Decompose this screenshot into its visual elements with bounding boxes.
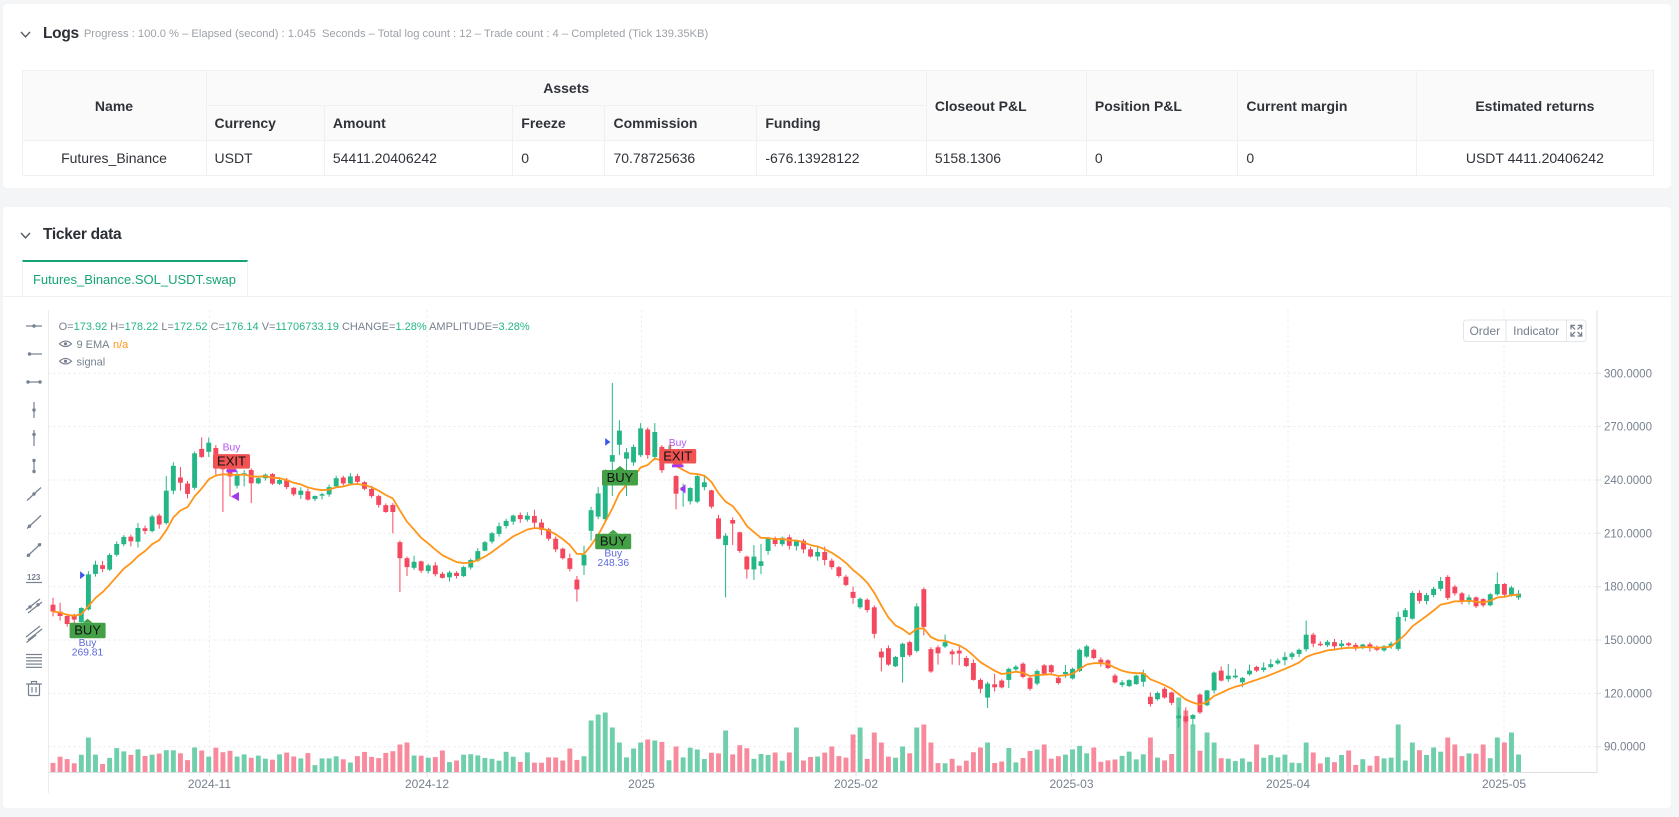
svg-text:2025: 2025 xyxy=(628,777,655,791)
svg-text:90.0000: 90.0000 xyxy=(1604,742,1646,754)
svg-text:180.0000: 180.0000 xyxy=(1604,582,1652,594)
svg-text:300.0000: 300.0000 xyxy=(1604,368,1652,380)
svg-text:270.0000: 270.0000 xyxy=(1604,422,1652,434)
svg-text:240.0000: 240.0000 xyxy=(1604,475,1652,487)
svg-text:Buy: Buy xyxy=(79,638,98,649)
svg-text:248.36: 248.36 xyxy=(598,558,630,569)
svg-text:Order: Order xyxy=(1469,324,1500,338)
svg-text:Indicator: Indicator xyxy=(1513,324,1559,338)
svg-text:n/a: n/a xyxy=(113,339,129,351)
svg-text:269.81: 269.81 xyxy=(72,648,104,659)
svg-text:O=173.92 H=178.22 L=172.52 C=1: O=173.92 H=178.22 L=172.52 C=176.14 V=11… xyxy=(59,321,530,333)
svg-text:signal: signal xyxy=(77,356,106,368)
svg-text:2025-04: 2025-04 xyxy=(1266,777,1310,791)
svg-text:2025-05: 2025-05 xyxy=(1482,777,1526,791)
svg-text:2024-12: 2024-12 xyxy=(405,777,449,791)
svg-text:2024-11: 2024-11 xyxy=(188,777,231,791)
svg-text:150.0000: 150.0000 xyxy=(1604,635,1652,647)
svg-text:2025-02: 2025-02 xyxy=(834,777,878,791)
svg-text:EXIT: EXIT xyxy=(663,449,692,464)
svg-text:Buy: Buy xyxy=(604,549,623,560)
svg-text:9 EMA: 9 EMA xyxy=(77,339,111,351)
svg-text:EXIT: EXIT xyxy=(217,454,246,469)
svg-text:BUY: BUY xyxy=(74,623,101,638)
svg-text:Buy: Buy xyxy=(669,438,688,449)
svg-text:120.0000: 120.0000 xyxy=(1604,688,1652,700)
svg-text:BUY: BUY xyxy=(607,470,634,485)
svg-text:BUY: BUY xyxy=(600,534,627,549)
svg-text:Buy: Buy xyxy=(223,443,242,454)
svg-text:2025-03: 2025-03 xyxy=(1049,777,1093,791)
svg-text:123: 123 xyxy=(27,573,41,582)
svg-text:210.0000: 210.0000 xyxy=(1604,528,1652,540)
